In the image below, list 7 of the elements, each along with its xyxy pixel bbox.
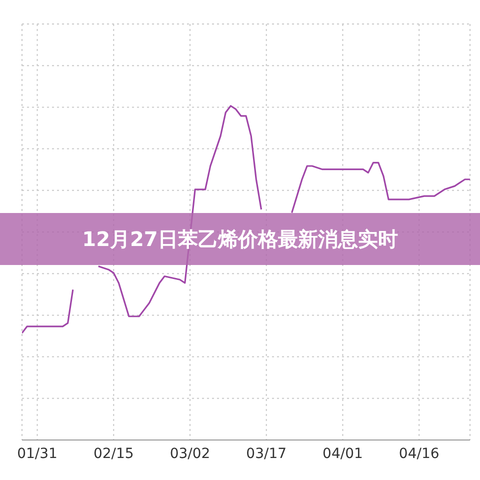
- x-tick-label: 03/17: [246, 446, 287, 462]
- text: 12月27日苯乙烯价格最新消息实时: [82, 226, 398, 252]
- x-tick-label: 04/01: [322, 446, 363, 462]
- x-tick-label: 01/31: [17, 446, 58, 462]
- x-tick-label: 04/16: [398, 446, 440, 462]
- x-tick-label: 02/15: [93, 446, 134, 462]
- x-tick-label: 03/02: [170, 446, 210, 462]
